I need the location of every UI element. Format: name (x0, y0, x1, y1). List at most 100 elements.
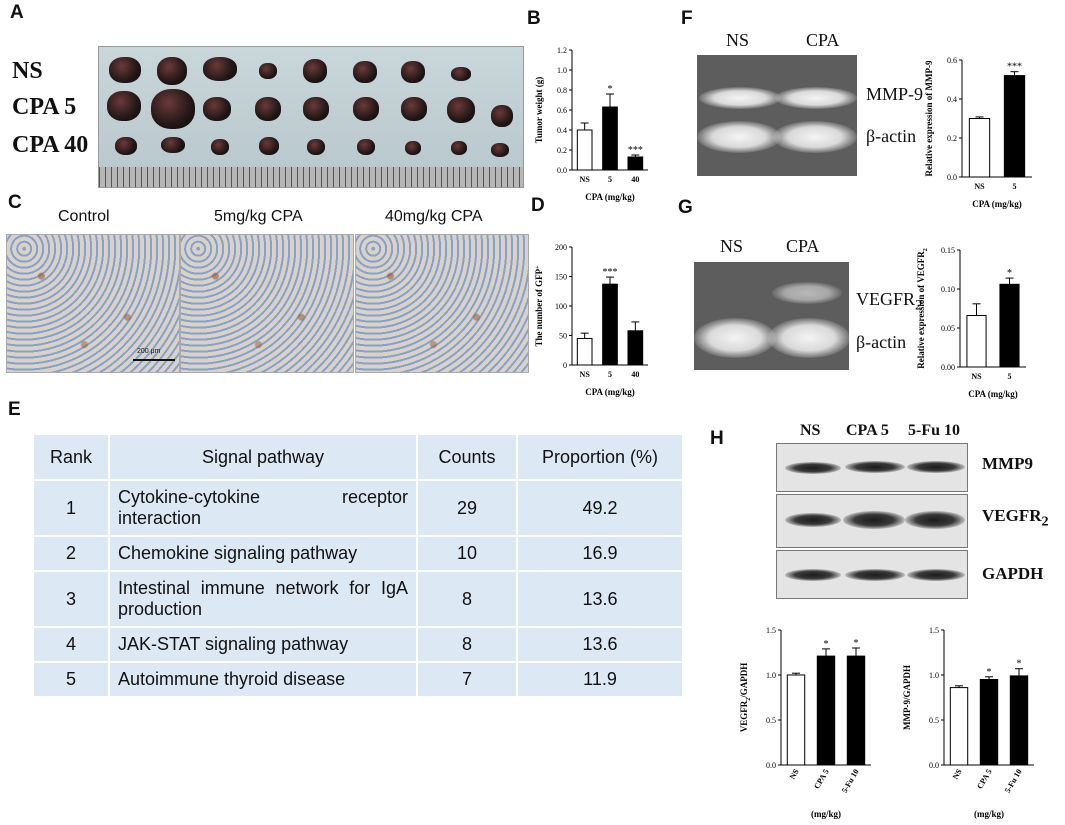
gel-g-image (694, 262, 850, 370)
x-tick-label: 40 (631, 370, 639, 379)
y-tick-label: 1.0 (766, 671, 776, 680)
ihc-title-control: Control (58, 208, 110, 225)
tumor (255, 97, 281, 121)
y-tick-label: 0.4 (947, 95, 957, 104)
gel-f-image (697, 55, 857, 176)
y-tick-label: 0.2 (557, 146, 567, 155)
table-cell-counts: 8 (418, 572, 516, 626)
gel-band (768, 318, 850, 358)
wb-label-vegfr2: VEGFR2 (982, 506, 1049, 530)
wb-band (785, 513, 841, 527)
tumor (401, 97, 427, 121)
gel-f-label-mmp9: MMP-9 (866, 84, 924, 104)
gel-g-lane-cpa: CPA (786, 236, 820, 256)
wb-lane-cpa5: CPA 5 (846, 422, 889, 439)
bar (602, 283, 618, 366)
significance-label: * (824, 639, 829, 650)
y-tick-label: 0.15 (941, 246, 955, 255)
y-axis-title-sup: + (535, 265, 541, 269)
bar-chart-tumor-weight: 0.0 0.2 0.4 0.6 0.8 1.0 1.2 NS * 5 *** 40 CPA (mg/kg… (534, 46, 648, 202)
bar-chart-mmp9-expression: 0.0 0.2 0.4 0.6 NS *** 5 CPA (mg/kg) Relative ex… (924, 56, 1032, 209)
wb-strip-gapdh (776, 550, 968, 599)
tumor (401, 61, 425, 83)
table-cell-pathway: JAK-STAT signaling pathway (110, 628, 416, 661)
panel-label-b: B (527, 8, 541, 29)
wb-band (843, 511, 905, 529)
pathway-table: Rank Signal pathway Counts Proportion (%… (32, 433, 684, 698)
tumor (151, 89, 195, 129)
y-tick-label: 0.5 (766, 716, 776, 725)
y-axis-title: The number of GFP+ (534, 265, 544, 347)
y-axis-title: MMP-9/GAPDH (902, 665, 912, 730)
y-axis-title: Relative expression of VEGFR2 (916, 248, 929, 368)
y-axis-title-text: Relative expression of VEGFR (916, 251, 926, 369)
y-tick-label: 0.0 (557, 166, 567, 175)
tumor (491, 105, 513, 127)
y-axis-title-sub: 2 (746, 698, 752, 701)
significance-label: * (854, 638, 859, 649)
wb-label-vegfr2-sub: 2 (1041, 513, 1049, 530)
table-header: Proportion (%) (518, 435, 682, 479)
ruler (99, 167, 523, 187)
x-axis-title: (mg/kg) (811, 809, 841, 819)
bar (602, 106, 618, 171)
y-tick-label: 1.5 (929, 626, 939, 635)
tumor (203, 97, 231, 121)
gel-band (775, 87, 857, 109)
bar (627, 330, 644, 366)
x-tick-label: 40 (631, 175, 639, 184)
table-row: 3 Intestinal immune network for IgA prod… (34, 572, 682, 626)
tumor (357, 139, 375, 155)
table-cell-rank: 2 (34, 537, 108, 570)
y-tick-label: 200 (555, 243, 567, 252)
y-tick-label: 0.10 (941, 285, 955, 294)
x-tick-label: NS (580, 370, 591, 379)
panel-label-d: D (531, 195, 545, 216)
wb-band (845, 461, 905, 473)
tumor (109, 57, 141, 83)
bar-chart-vegfr2-expression: 0.00 0.05 0.10 0.15 NS * 5 CPA (mg/kg) Relative … (916, 246, 1026, 399)
panel-label-h: H (710, 428, 724, 449)
y-tick-label: 1.5 (766, 626, 776, 635)
y-axis-title-text: VEGFR (739, 700, 749, 732)
y-tick-label: 0.0 (947, 173, 957, 182)
y-tick-label: 0.8 (557, 86, 567, 95)
gel-band (694, 318, 776, 358)
table-header: Counts (418, 435, 516, 479)
table-row: 1 Cytokine-cytokine receptor interaction… (34, 481, 682, 535)
bar-chart-mmp9-gapdh: 0.0 0.5 1.0 1.5 NS * CPA 5 * 5-Fu 10 (mg/kg) MMP-9… (902, 626, 1034, 819)
bar (1003, 75, 1026, 178)
significance-label: * (1017, 659, 1022, 670)
y-tick-label: 0.5 (929, 716, 939, 725)
gel-band (699, 87, 781, 109)
bar (846, 655, 866, 766)
tumor (405, 141, 421, 155)
panel-label-c: C (8, 192, 22, 213)
bar (1009, 675, 1029, 766)
row-label-cpa5: CPA 5 (12, 94, 77, 120)
panel-label-g: G (678, 197, 693, 218)
tumor (451, 67, 471, 81)
wb-band (845, 569, 905, 581)
tumor (303, 97, 329, 121)
tumor (157, 57, 187, 85)
bar (576, 337, 593, 366)
table-cell-counts: 29 (418, 481, 516, 535)
y-axis-title-text: Tumor weight (g) (534, 77, 544, 144)
wb-label-mmp9: MMP9 (982, 454, 1033, 473)
y-tick-label: 0.6 (947, 56, 957, 65)
row-label-ns: NS (12, 58, 43, 84)
y-axis-title: Relative expression of MMP-9 (924, 60, 934, 177)
bar (999, 283, 1020, 368)
y-tick-label: 1.2 (557, 46, 567, 55)
wb-lane-ns: NS (800, 422, 821, 439)
y-axis-title-text: The number of GFP (534, 268, 544, 346)
ihc-title-cpa40: 40mg/kg CPA (385, 208, 483, 225)
table-cell-counts: 7 (418, 663, 516, 696)
table-header: Signal pathway (110, 435, 416, 479)
x-tick-label: 5 (608, 175, 612, 184)
x-axis-title: CPA (mg/kg) (968, 389, 1018, 399)
y-axis-title: Tumor weight (g) (534, 77, 544, 144)
wb-strip-mmp9 (776, 443, 968, 492)
significance-label: * (1007, 268, 1012, 279)
